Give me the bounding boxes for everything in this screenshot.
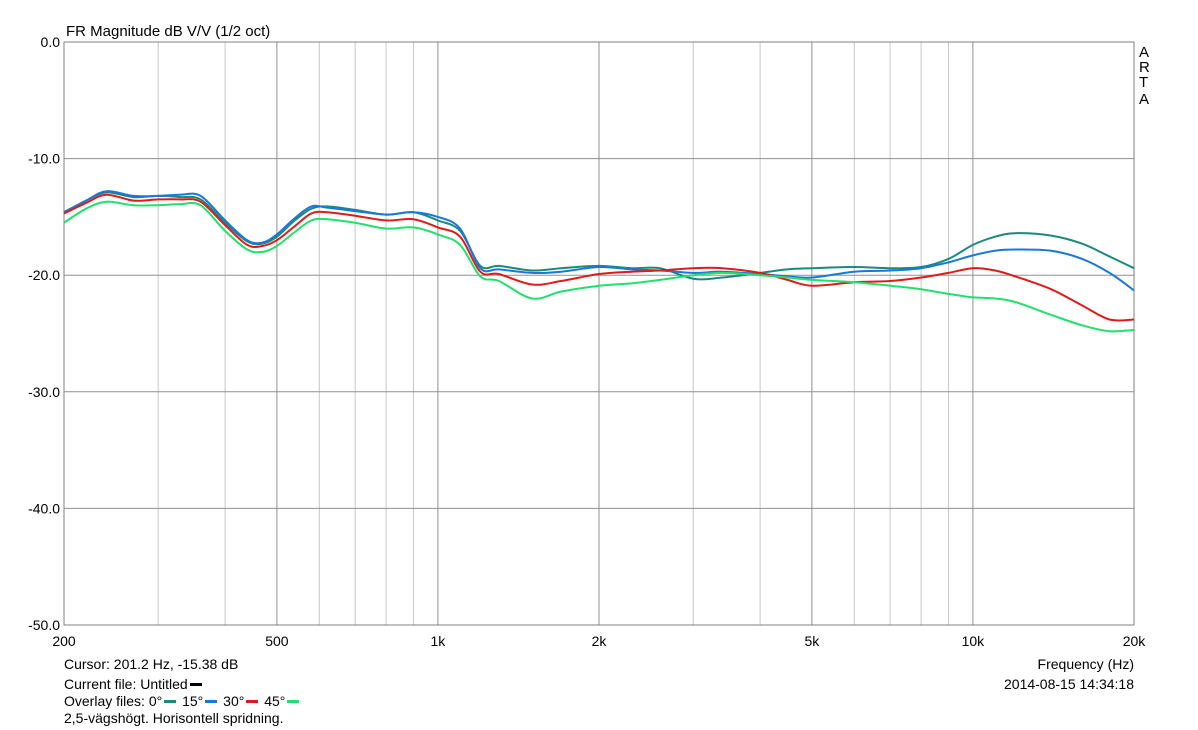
- y-tick-label: -20.0: [28, 267, 60, 283]
- overlay-item: 0°: [148, 693, 163, 709]
- x-tick-label: 20k: [1123, 633, 1147, 649]
- x-tick-label: 5k: [805, 633, 821, 649]
- x-tick-label: 1k: [431, 633, 447, 649]
- x-tick-label: 2k: [592, 633, 608, 649]
- series-line: [63, 190, 1135, 292]
- plot-frame: [63, 41, 1135, 626]
- chart-title: FR Magnitude dB V/V (1/2 oct): [66, 23, 270, 40]
- y-tick-label: -50.0: [28, 617, 60, 633]
- current-file-swatch: [189, 682, 202, 686]
- current-file-label: Current file: Untitled: [64, 676, 188, 692]
- x-tick-label: 200: [52, 633, 76, 649]
- current-file: Current file: Untitled: [64, 676, 202, 692]
- x-tick-label: 500: [265, 633, 289, 649]
- overlay-item: 15°: [182, 693, 204, 709]
- x-axis-label: Frequency (Hz): [1037, 656, 1134, 672]
- cursor-readout: Cursor: 201.2 Hz, -15.38 dB: [64, 656, 239, 672]
- overlay-files: Overlay files: 0° 15° 30° 45°: [64, 693, 301, 709]
- arta-letter: A: [1139, 44, 1149, 61]
- overlay-label: Overlay files:: [64, 693, 145, 709]
- arta-letter: R: [1139, 59, 1150, 76]
- arta-letter: A: [1139, 91, 1149, 108]
- series-line: [63, 191, 1135, 281]
- y-tick-label: 0.0: [41, 34, 61, 50]
- overlay-swatch: [287, 699, 300, 703]
- grid: [63, 41, 1135, 626]
- x-tick-label: 10k: [962, 633, 986, 649]
- arta-letter: T: [1139, 74, 1148, 91]
- overlay-item: 30°: [223, 693, 245, 709]
- series-line: [63, 193, 1135, 322]
- comment: 2,5-vägshögt. Horisontell spridning.: [64, 710, 284, 726]
- series-line: [63, 200, 1135, 333]
- y-tick-label: -40.0: [28, 500, 60, 516]
- arta-side-label: A R T A: [1139, 44, 1150, 108]
- timestamp: 2014-08-15 14:34:18: [1004, 676, 1134, 692]
- y-tick-label: -30.0: [28, 384, 60, 400]
- overlay-swatch: [164, 699, 177, 703]
- series-layer: [63, 190, 1135, 333]
- tick-labels: 200 500 1k 2k 5k 10k 20k 0.0 -10.0 -20.0 -30.0 -40.…: [28, 34, 1146, 649]
- overlay-swatch: [246, 699, 259, 703]
- overlay-item: 45°: [264, 693, 286, 709]
- y-tick-label: -10.0: [28, 151, 60, 167]
- overlay-swatch: [205, 699, 218, 703]
